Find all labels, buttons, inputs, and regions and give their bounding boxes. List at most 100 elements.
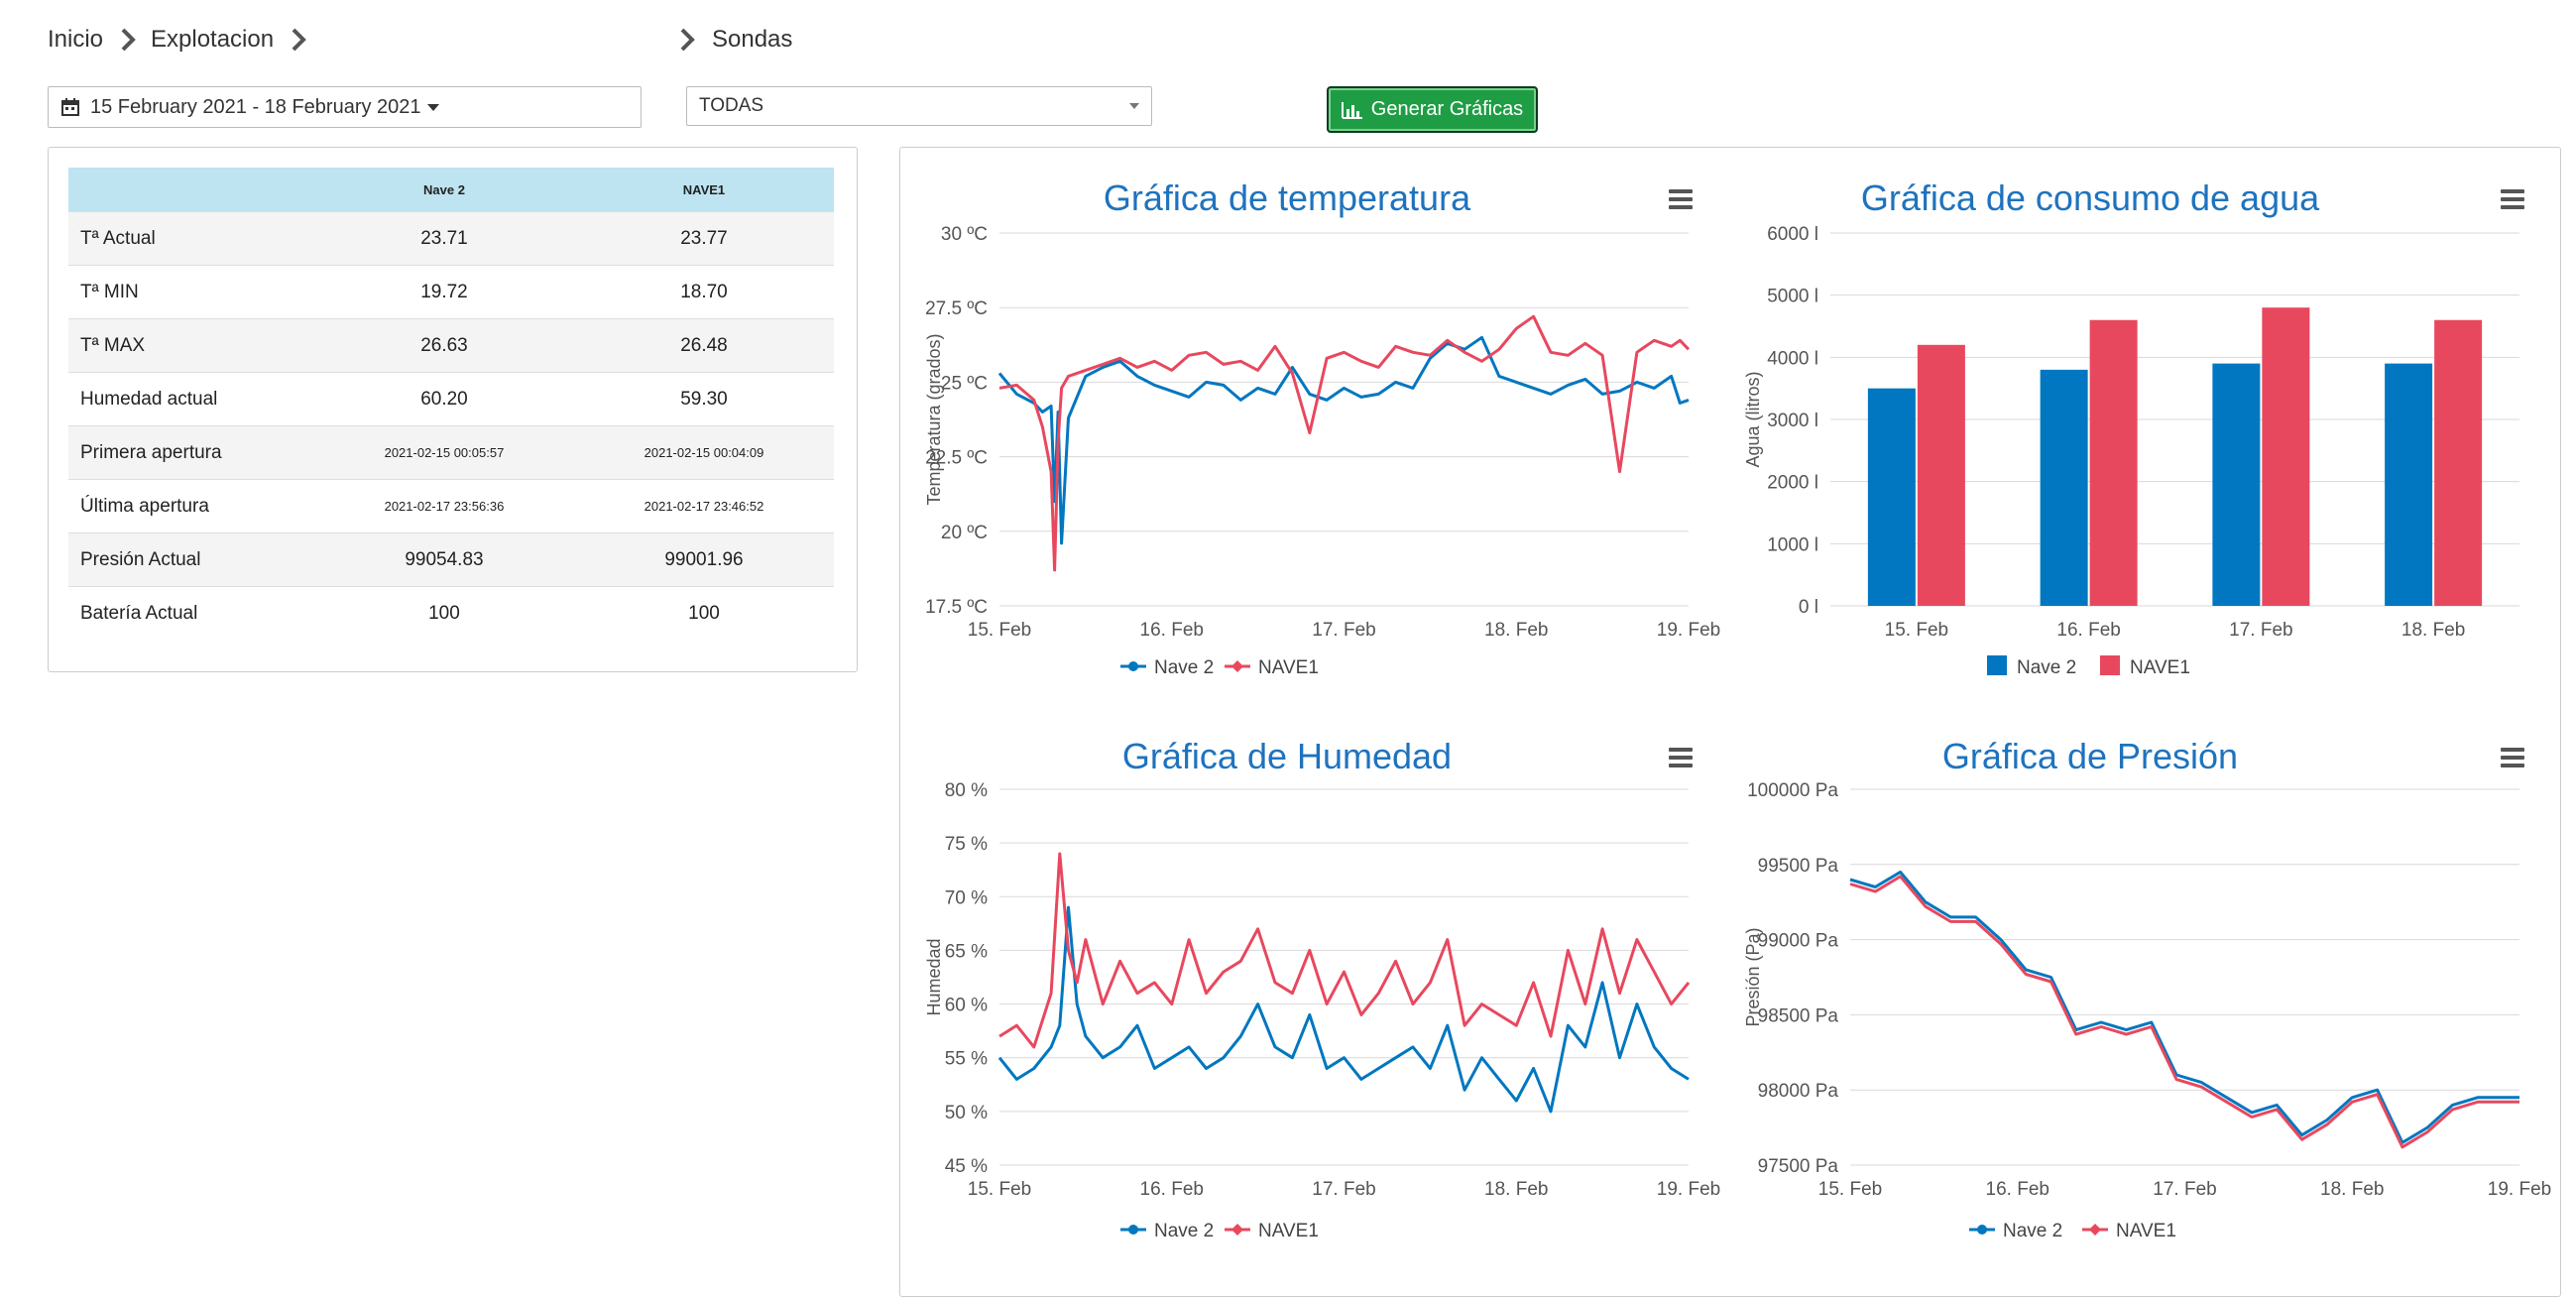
chevron-right-icon [678,26,696,54]
row-value-nave1: 59.30 [573,372,834,426]
bar [2040,369,2088,606]
group-select-value: TODAS [699,95,764,116]
stats-header-nave2: Nave 2 [313,168,574,212]
stats-header-label [68,168,314,212]
breadcrumb-sondas[interactable]: Sondas [712,26,793,53]
table-row: Primera apertura 2021-02-15 00:05:57 202… [68,425,834,480]
row-label: Última apertura [68,479,314,533]
group-select[interactable]: TODAS [686,86,1152,126]
date-range-picker[interactable]: 15 February 2021 - 18 February 2021 [48,86,642,128]
row-label: Primera apertura [68,425,314,480]
table-row: Humedad actual 60.20 59.30 [68,372,834,426]
y-axis-label: Agua (litros) [1743,371,1763,467]
y-tick-label: 100000 Pa [1747,780,1838,801]
legend-marker [1128,661,1138,671]
legend-marker [1128,1225,1138,1235]
y-tick-label: 50 % [945,1103,988,1123]
pressure-chart: 97500 Pa 98000 Pa 98500 Pa 99000 Pa 99500 Pa… [1743,780,2551,1241]
legend-marker [1231,660,1243,672]
legend-label: Nave 2 [2003,1221,2062,1241]
row-label: Tª MIN [68,265,314,319]
y-tick-label: 80 % [945,780,988,801]
y-tick-label: 55 % [945,1049,988,1070]
y-axis-label: Temperatura (grados) [924,333,944,505]
legend-marker [1231,1224,1243,1236]
y-tick-label: 98000 Pa [1758,1081,1839,1102]
row-value-nave1: 18.70 [573,265,834,319]
y-tick-label: 99500 Pa [1758,856,1839,877]
x-tick-label: 15. Feb [1818,1179,1882,1200]
series-line [1849,870,2519,1144]
y-tick-label: 27.5 ºC [925,298,988,319]
table-row: Batería Actual 100 100 [68,586,834,640]
series-line [997,335,1690,545]
row-value-nave1: 99001.96 [573,532,834,587]
calendar-icon [61,98,79,116]
x-tick-label: 19. Feb [1657,620,1720,641]
x-tick-label: 16. Feb [1986,1179,2049,1200]
humidity-chart-menu-icon[interactable] [1669,748,1693,767]
table-row: Última apertura 2021-02-17 23:56:36 2021… [68,479,834,533]
row-label: Humedad actual [68,372,314,426]
row-value-nave2: 60.20 [313,372,574,426]
y-tick-label: 98500 Pa [1758,1005,1839,1026]
x-tick-label: 18. Feb [2320,1179,2384,1200]
stats-header-row: Nave 2 NAVE1 [68,168,834,212]
legend-label: NAVE1 [2116,1221,2176,1241]
bar [2385,363,2433,606]
x-tick-label: 17. Feb [2153,1179,2216,1200]
y-axis-label: Presión (Pa) [1743,927,1763,1026]
y-tick-label: 97500 Pa [1758,1156,1839,1177]
table-row: Presión Actual 99054.83 99001.96 [68,532,834,587]
y-tick-label: 60 % [945,996,988,1016]
x-tick-label: 16. Feb [2056,620,2120,641]
breadcrumb-explotacion[interactable]: Explotacion [151,26,275,53]
chevron-right-icon [290,26,307,54]
x-tick-label: 18. Feb [2401,620,2465,641]
legend-label: Nave 2 [2017,657,2076,678]
y-tick-label: 3000 l [1767,411,1818,431]
y-tick-label: 20 ºC [941,523,988,543]
row-value-nave1: 26.48 [573,318,834,373]
x-tick-label: 18. Feb [1484,1179,1548,1200]
y-tick-label: 1000 l [1767,534,1818,555]
legend-marker [1977,1225,1987,1235]
y-tick-label: 99000 Pa [1758,931,1839,952]
temperature-chart-title: Gráfica de temperatura [1103,177,1471,218]
table-row: Tª Actual 23.71 23.77 [68,211,834,266]
x-tick-label: 15. Feb [968,620,1031,641]
water-chart-menu-icon[interactable] [2501,189,2524,209]
y-tick-label: 0 l [1799,597,1818,618]
pressure-chart-menu-icon[interactable] [2501,748,2524,767]
row-value-nave1: 2021-02-17 23:46:52 [573,479,834,533]
breadcrumb: Inicio Explotacion Sondas [48,22,1138,61]
row-value-nave2: 23.71 [313,211,574,266]
row-value-nave2: 2021-02-15 00:05:57 [313,425,574,480]
temperature-chart-menu-icon[interactable] [1669,189,1693,209]
humidity-chart: 45 % 50 % 55 % 60 % 65 % 70 % 75 % 80 % Humedad 1… [924,780,1720,1241]
breadcrumb-inicio[interactable]: Inicio [48,26,104,53]
generate-charts-button[interactable]: Generar Gráficas [1327,86,1538,133]
bar-chart-icon [1341,101,1362,119]
bar [2212,363,2261,606]
y-tick-label: 4000 l [1767,348,1818,369]
legend-swatch [2100,655,2120,675]
y-tick-label: 17.5 ºC [925,597,988,618]
y-tick-label: 75 % [945,834,988,855]
bar [2434,319,2483,606]
series-line [997,905,1690,1114]
y-tick-label: 70 % [945,887,988,908]
row-value-nave2: 100 [313,586,574,640]
legend-marker [2089,1224,2101,1236]
chevron-right-icon [119,26,137,54]
row-value-nave2: 99054.83 [313,532,574,587]
row-value-nave2: 19.72 [313,265,574,319]
legend-label: NAVE1 [1258,657,1319,678]
x-tick-label: 18. Feb [1484,620,1548,641]
water-chart: 0 l 1000 l 2000 l 3000 l 4000 l 5000 l 6000 l A… [1743,224,2519,678]
legend-swatch [1987,655,2007,675]
x-tick-label: 17. Feb [1312,1179,1375,1200]
legend-label: Nave 2 [1154,657,1214,678]
row-value-nave1: 2021-02-15 00:04:09 [573,425,834,480]
x-tick-label: 17. Feb [2229,620,2292,641]
